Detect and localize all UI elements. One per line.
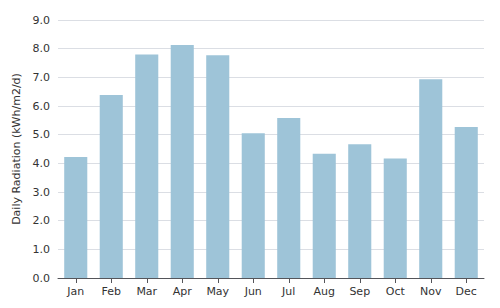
svg-text:0.0: 0.0 bbox=[33, 272, 51, 285]
svg-text:Nov: Nov bbox=[420, 285, 442, 298]
svg-text:6.0: 6.0 bbox=[33, 100, 51, 113]
svg-text:Jul: Jul bbox=[281, 285, 295, 298]
svg-text:Feb: Feb bbox=[102, 285, 121, 298]
svg-text:Sep: Sep bbox=[349, 285, 370, 298]
svg-text:Jun: Jun bbox=[244, 285, 262, 298]
svg-text:7.0: 7.0 bbox=[33, 71, 51, 84]
svg-text:Aug: Aug bbox=[314, 285, 335, 298]
svg-text:1.0: 1.0 bbox=[33, 243, 51, 256]
svg-text:3.0: 3.0 bbox=[33, 186, 51, 199]
svg-text:2.0: 2.0 bbox=[33, 214, 51, 227]
svg-text:Daily Radiation (kWh/m2/d): Daily Radiation (kWh/m2/d) bbox=[10, 73, 23, 225]
svg-text:Oct: Oct bbox=[386, 285, 406, 298]
svg-text:May: May bbox=[206, 285, 229, 298]
svg-text:Mar: Mar bbox=[136, 285, 157, 298]
svg-text:Apr: Apr bbox=[173, 285, 193, 298]
svg-text:4.0: 4.0 bbox=[33, 157, 51, 170]
svg-text:8.0: 8.0 bbox=[33, 42, 51, 55]
svg-text:Dec: Dec bbox=[456, 285, 477, 298]
svg-text:9.0: 9.0 bbox=[33, 14, 51, 27]
svg-text:Jan: Jan bbox=[66, 285, 84, 298]
svg-text:5.0: 5.0 bbox=[33, 128, 51, 141]
